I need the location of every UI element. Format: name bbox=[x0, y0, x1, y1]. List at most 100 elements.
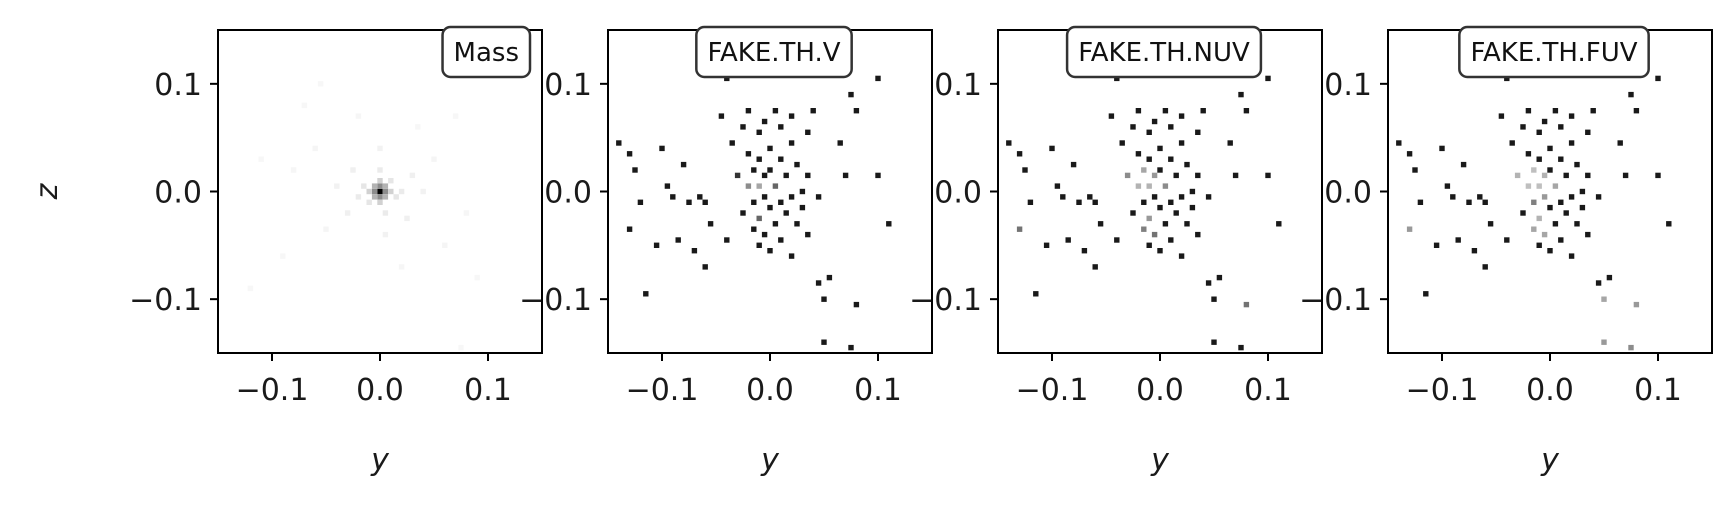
heatmap-cell bbox=[724, 75, 730, 82]
heatmap-cell bbox=[1585, 172, 1591, 179]
heatmap-cell bbox=[1595, 194, 1602, 200]
heatmap-cell bbox=[377, 178, 383, 184]
heatmap-cell bbox=[1195, 172, 1201, 179]
panel-title: FAKE.TH.NUV bbox=[1078, 38, 1250, 68]
heatmap-cell bbox=[810, 108, 816, 114]
heatmap-cell bbox=[1054, 183, 1061, 189]
heatmap-cell bbox=[382, 194, 389, 200]
heatmap-cell bbox=[1168, 237, 1174, 243]
heatmap-cell bbox=[767, 167, 773, 173]
heatmap-cell bbox=[1151, 194, 1158, 200]
y-tick-label: 0.1 bbox=[544, 68, 592, 103]
x-axis-label: y bbox=[1540, 443, 1560, 478]
heatmap-cell bbox=[377, 194, 383, 200]
heatmap-cell bbox=[1568, 253, 1575, 259]
heatmap-cell bbox=[1162, 183, 1169, 189]
heatmap-cell bbox=[643, 291, 649, 297]
heatmap-cell bbox=[1173, 210, 1179, 216]
heatmap-cell bbox=[815, 280, 822, 286]
heatmap-cell bbox=[1460, 161, 1467, 168]
heatmap-cell bbox=[1076, 199, 1082, 205]
heatmap-cell bbox=[388, 188, 394, 195]
panel-3: −0.1 0.0 0.1 −0.1 0.0 0.1 y FAKE.TH.NUV bbox=[909, 25, 1323, 478]
heatmap-cell bbox=[1568, 194, 1575, 200]
heatmap-cell bbox=[371, 183, 378, 189]
heatmap-cell bbox=[1525, 183, 1532, 189]
heatmap-cell bbox=[1162, 108, 1169, 114]
heatmap-cell bbox=[637, 199, 644, 205]
heatmap-cell bbox=[355, 113, 362, 119]
heatmap-cell bbox=[458, 344, 464, 351]
heatmap-cell bbox=[1146, 129, 1152, 135]
heatmap-cell bbox=[415, 124, 421, 130]
y-tick-label: −0.1 bbox=[909, 283, 982, 318]
heatmap-cell bbox=[377, 183, 383, 189]
heatmap-cell bbox=[751, 226, 757, 232]
heatmap-cell bbox=[691, 248, 698, 254]
x-tick-label: 0.1 bbox=[1244, 373, 1292, 408]
heatmap-cell bbox=[772, 108, 779, 114]
heatmap-cell bbox=[1433, 242, 1440, 248]
heatmap-cell bbox=[1574, 221, 1580, 227]
heatmap-cell bbox=[1092, 264, 1098, 270]
heatmap-cell bbox=[821, 296, 827, 302]
heatmap-cell bbox=[1601, 339, 1607, 345]
heatmap-cell bbox=[815, 194, 822, 200]
heatmap-cell bbox=[1205, 194, 1212, 200]
heatmap-cell bbox=[1655, 75, 1661, 82]
heatmap-cell bbox=[1146, 156, 1152, 162]
heatmap-cell bbox=[317, 81, 324, 87]
heatmap-cell bbox=[1590, 108, 1596, 114]
heatmap-cell bbox=[1141, 167, 1147, 173]
heatmap-cell bbox=[1070, 161, 1077, 168]
heatmap-cell bbox=[1482, 199, 1488, 205]
heatmap-cell bbox=[1568, 113, 1575, 119]
heatmap-cell bbox=[1547, 145, 1553, 152]
heatmap-cell bbox=[1265, 75, 1271, 82]
heatmap-cell bbox=[1471, 248, 1478, 254]
heatmap-cell bbox=[388, 178, 394, 184]
heatmap-cell bbox=[1189, 204, 1196, 211]
heatmap-cell bbox=[1525, 151, 1532, 157]
heatmap-cell bbox=[301, 102, 308, 109]
heatmap-cell bbox=[1151, 172, 1158, 179]
heatmap-cell bbox=[1146, 242, 1152, 248]
heatmap-cell bbox=[1633, 108, 1640, 114]
heatmap-cell bbox=[1633, 301, 1640, 308]
heatmap-cell bbox=[1276, 221, 1282, 227]
heatmap-cell bbox=[1601, 296, 1607, 302]
heatmap-cell bbox=[767, 248, 773, 254]
heatmap-cell bbox=[1558, 156, 1564, 162]
heatmap-cell bbox=[1157, 145, 1163, 152]
heatmap-cell bbox=[1552, 221, 1559, 227]
heatmap-cell bbox=[680, 161, 687, 168]
heatmap-cell bbox=[778, 237, 784, 243]
heatmap-cell bbox=[756, 129, 762, 135]
heatmap-cell bbox=[675, 237, 681, 243]
heatmap-cell bbox=[1563, 210, 1569, 216]
heatmap-cell bbox=[1520, 124, 1526, 130]
heatmap-cell bbox=[1579, 188, 1586, 195]
heatmap-cell bbox=[1108, 113, 1115, 119]
heatmap-cell bbox=[772, 183, 779, 189]
heatmap-cell bbox=[1455, 237, 1461, 243]
heatmap-cell bbox=[1189, 188, 1196, 195]
heatmap-cell bbox=[361, 183, 367, 189]
heatmap-cell bbox=[734, 172, 741, 179]
heatmap-cell bbox=[1168, 199, 1174, 205]
heatmap-cell bbox=[1536, 156, 1542, 162]
heatmap-cell bbox=[626, 151, 633, 157]
panel-title-box: FAKE.TH.FUV bbox=[1458, 25, 1650, 79]
heatmap-cell bbox=[1423, 291, 1429, 297]
heatmap-cell bbox=[382, 183, 389, 189]
heatmap-cell bbox=[805, 172, 811, 179]
heatmap-cell bbox=[1205, 280, 1212, 286]
heatmap-cell bbox=[1016, 151, 1023, 157]
heatmap-cell bbox=[805, 129, 811, 135]
heatmap-cells bbox=[247, 81, 480, 351]
title-box-frame bbox=[441, 25, 532, 79]
heatmap-cell bbox=[1552, 183, 1559, 189]
heatmap-cell bbox=[1536, 183, 1542, 189]
heatmap-cell bbox=[1151, 118, 1158, 125]
heatmap-cell bbox=[778, 156, 784, 162]
